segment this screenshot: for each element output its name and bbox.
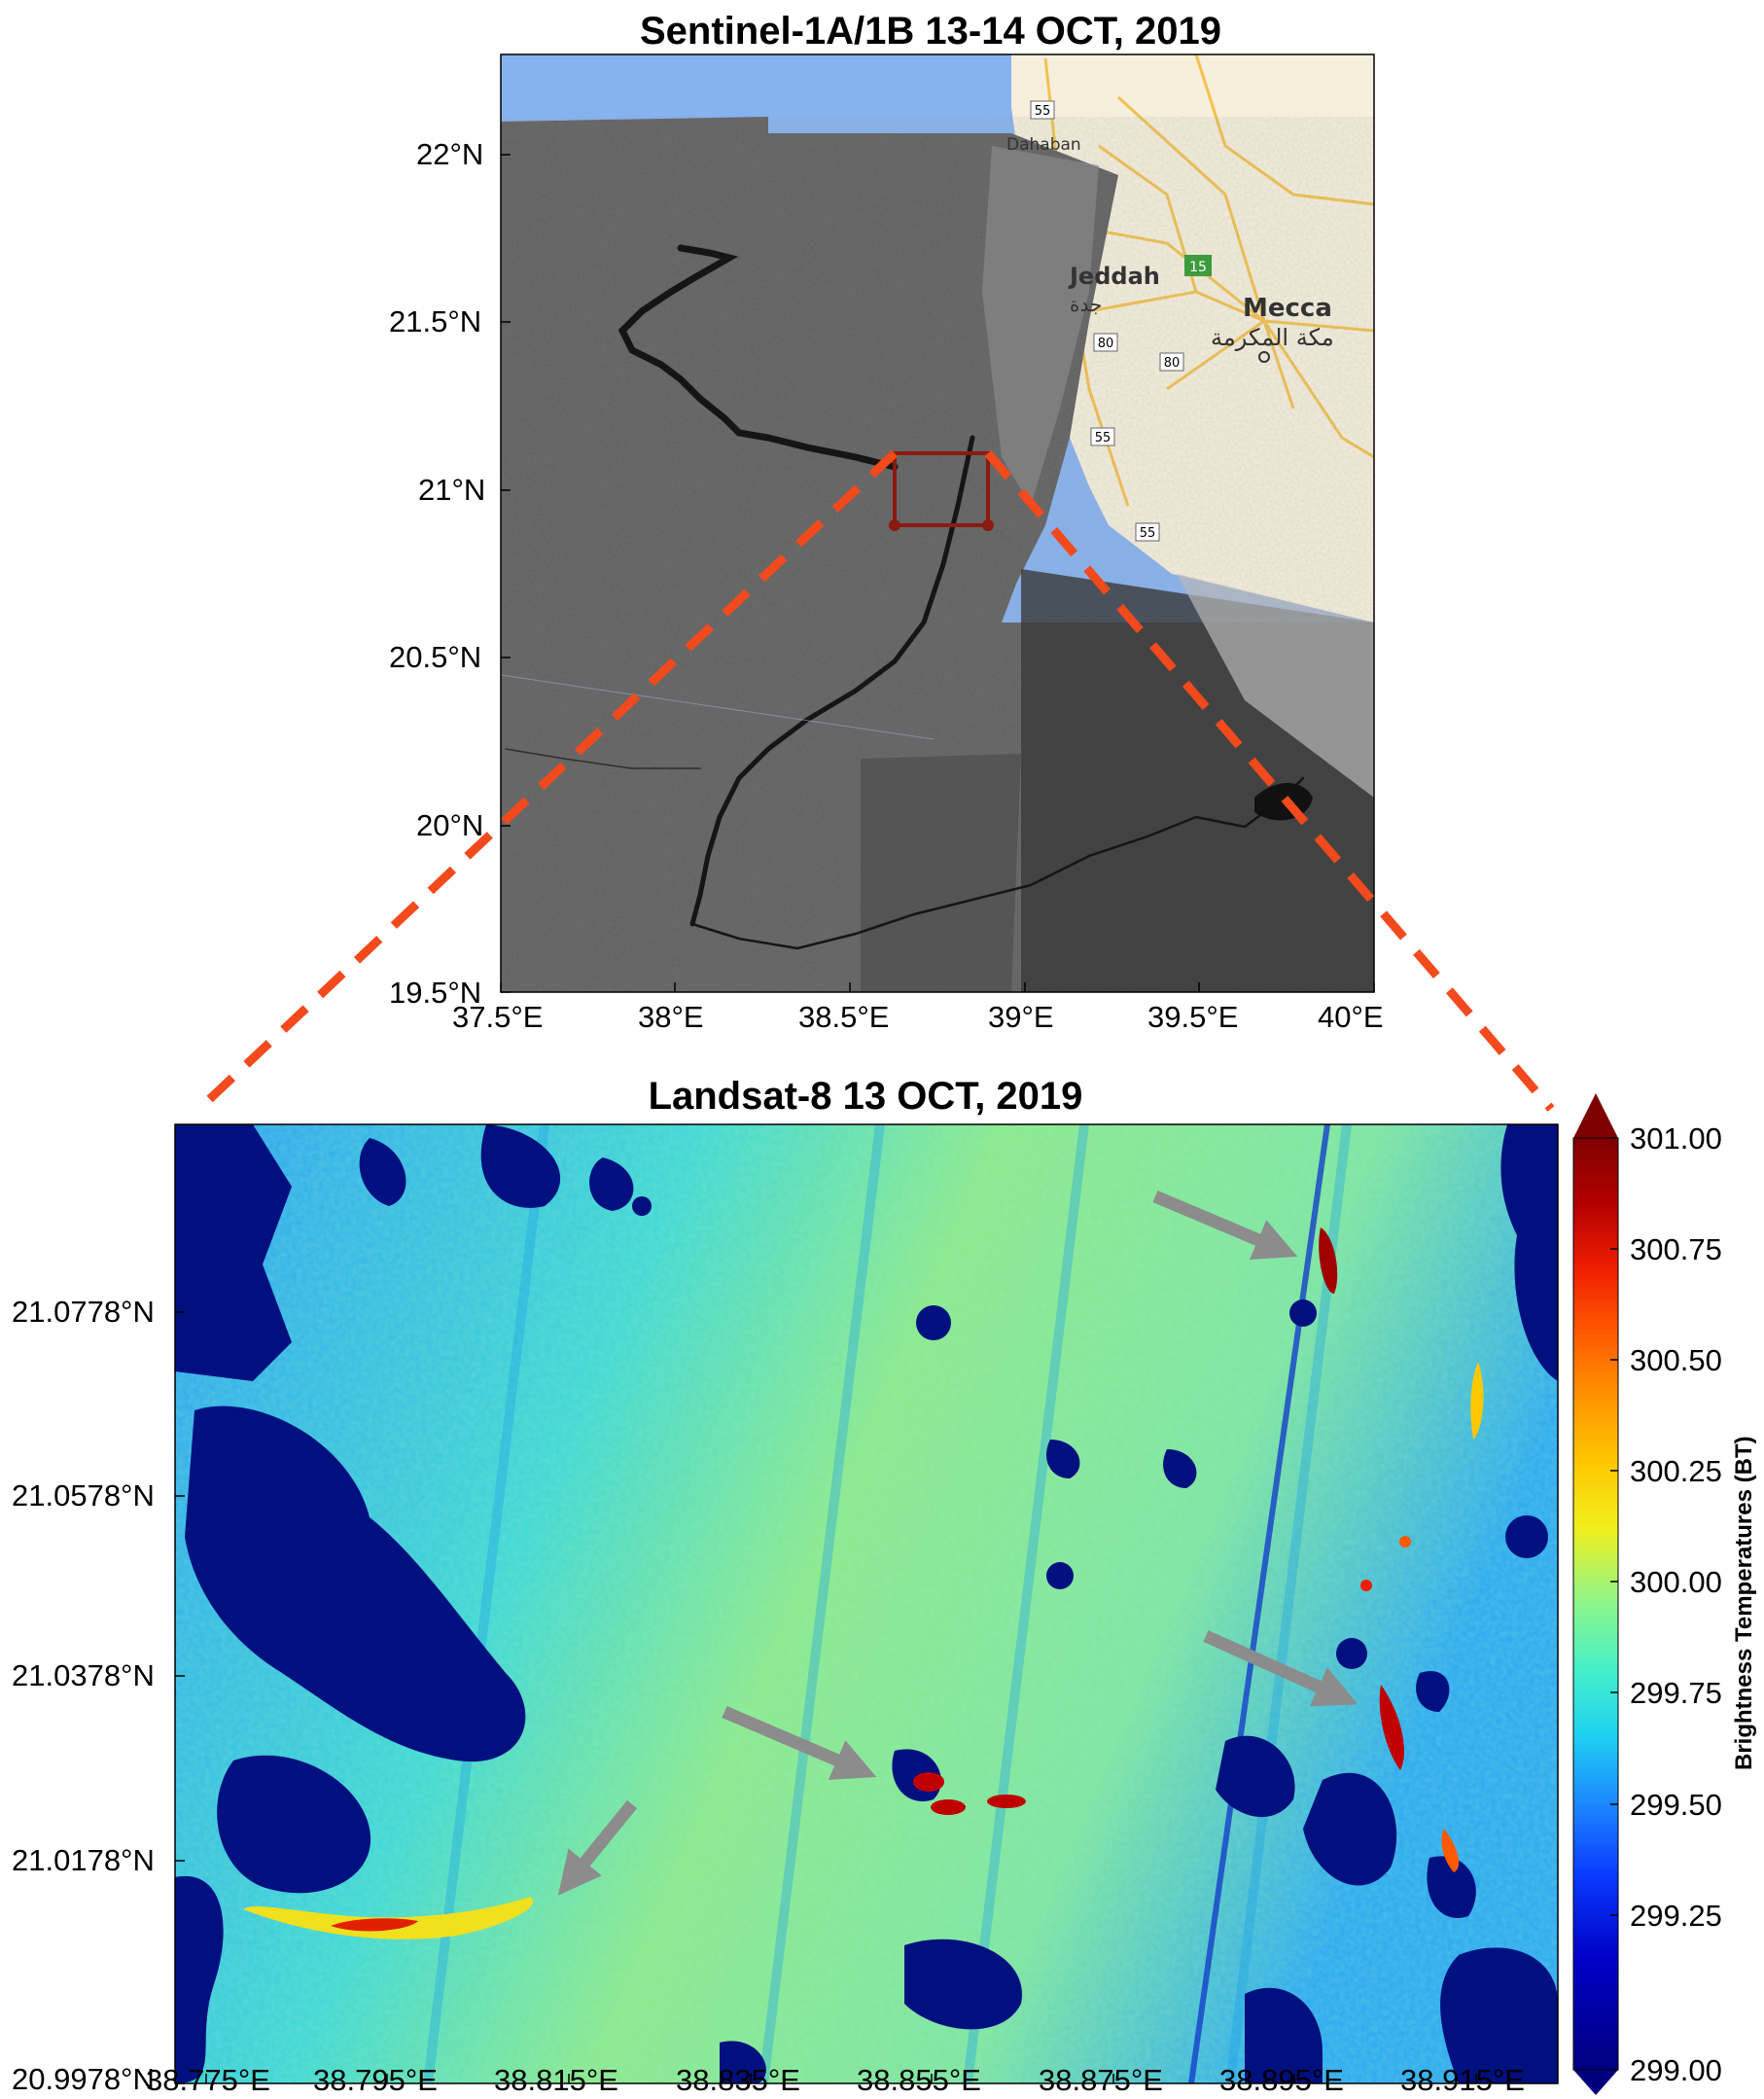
lat-tick: 21.0178°N <box>12 1843 155 1877</box>
oil-slick <box>505 244 1305 950</box>
cold-regions <box>175 1124 1558 2083</box>
svg-text:55: 55 <box>1095 431 1111 445</box>
dahaban-label: Dahaban <box>1006 135 1081 155</box>
arrow-4 <box>557 1799 638 1896</box>
lat-tick: 21.0778°N <box>12 1295 155 1329</box>
landsat-map-frame <box>174 1123 1559 2084</box>
lat-tick: 20°N <box>416 808 484 842</box>
landsat-ticks <box>175 1311 1477 2084</box>
colorbar-tick: 299.75 <box>1630 1676 1722 1710</box>
lon-tick: 40°E <box>1318 1000 1384 1034</box>
warm-anomalies <box>243 1227 1484 1939</box>
colorbar-tick: 300.75 <box>1630 1232 1722 1266</box>
lon-tick: 39°E <box>988 1000 1054 1034</box>
sentinel-map: 55 Dahaban Jeddah جدة 15 Mecca مكة المكر… <box>501 54 1374 992</box>
arrow-2 <box>1203 1630 1358 1707</box>
landsat-panel-title: Landsat-8 13 OCT, 2019 <box>648 1075 1083 1118</box>
lon-tick: 38.895°E <box>1219 2063 1344 2097</box>
lon-tick: 37.5°E <box>452 1000 544 1034</box>
colorbar-tick: 300.00 <box>1630 1565 1722 1599</box>
lat-tick: 21.5°N <box>389 304 482 338</box>
svg-text:80: 80 <box>1164 356 1181 371</box>
jeddah-arabic-label: جدة <box>1070 293 1102 316</box>
lat-tick: 21.0378°N <box>12 1658 155 1692</box>
road-15-label: 15 <box>1189 260 1207 275</box>
svg-text:80: 80 <box>1098 337 1114 351</box>
lon-tick: 38°E <box>638 1000 704 1034</box>
lon-tick: 38.795°E <box>313 2063 438 2097</box>
road-55-label-a: 55 <box>1035 104 1051 119</box>
colorbar-tick: 299.00 <box>1630 2053 1722 2087</box>
colorbar <box>1572 1093 1619 2095</box>
lon-tick: 38.915°E <box>1400 2063 1525 2097</box>
lat-tick: 22°N <box>416 137 484 171</box>
lon-tick: 38.875°E <box>1039 2063 1163 2097</box>
lat-tick: 21°N <box>418 473 486 507</box>
colorbar-tick: 299.25 <box>1630 1899 1722 1933</box>
lon-tick: 38.835°E <box>676 2063 800 2097</box>
mecca-marker <box>1258 351 1270 363</box>
basemap-labels: 55 Dahaban Jeddah جدة 15 Mecca مكة المكر… <box>1006 100 1334 542</box>
sentinel-map-frame <box>500 53 1375 993</box>
lon-tick: 38.855°E <box>857 2063 981 2097</box>
jeddah-label: Jeddah <box>1068 263 1160 290</box>
arrow-1 <box>1152 1191 1298 1261</box>
zoom-connector <box>195 449 1555 1113</box>
colorbar-tick: 301.00 <box>1630 1121 1722 1156</box>
coast-scene <box>1177 574 1374 798</box>
lat-tick: 20.9978°N <box>12 2062 155 2096</box>
study-area-box <box>889 451 994 531</box>
mecca-arabic-label: مكة المكرمة <box>1211 324 1334 351</box>
sentinel-panel-title: Sentinel-1A/1B 13-14 OCT, 2019 <box>639 10 1222 53</box>
colorbar-tick: 300.25 <box>1630 1454 1722 1488</box>
colorbar-max-extend <box>1573 1093 1618 1138</box>
colorbar-min-extend <box>1573 2070 1618 2095</box>
svg-text:55: 55 <box>1140 526 1156 541</box>
colorbar-gradient <box>1573 1138 1618 2070</box>
sentinel-ticks <box>500 154 1375 993</box>
lat-tick: 20.5°N <box>389 640 482 674</box>
arrow-3 <box>722 1706 877 1780</box>
lat-tick: 19.5°N <box>389 976 482 1010</box>
colorbar-tick: 300.50 <box>1630 1343 1722 1377</box>
landsat-map <box>175 1124 1558 2083</box>
colorbar-title: Brightness Temperatures (BT) <box>1731 1436 1757 1770</box>
mecca-label: Mecca <box>1243 294 1332 323</box>
lon-tick: 38.775°E <box>146 2063 270 2097</box>
colorbar-tick: 299.50 <box>1630 1788 1722 1822</box>
lon-tick: 38.815°E <box>494 2063 618 2097</box>
lon-tick: 39.5°E <box>1147 1000 1239 1034</box>
hotspot-arrows <box>557 1191 1358 1896</box>
lat-tick: 21.0578°N <box>12 1478 155 1512</box>
lon-tick: 38.5°E <box>798 1000 890 1034</box>
